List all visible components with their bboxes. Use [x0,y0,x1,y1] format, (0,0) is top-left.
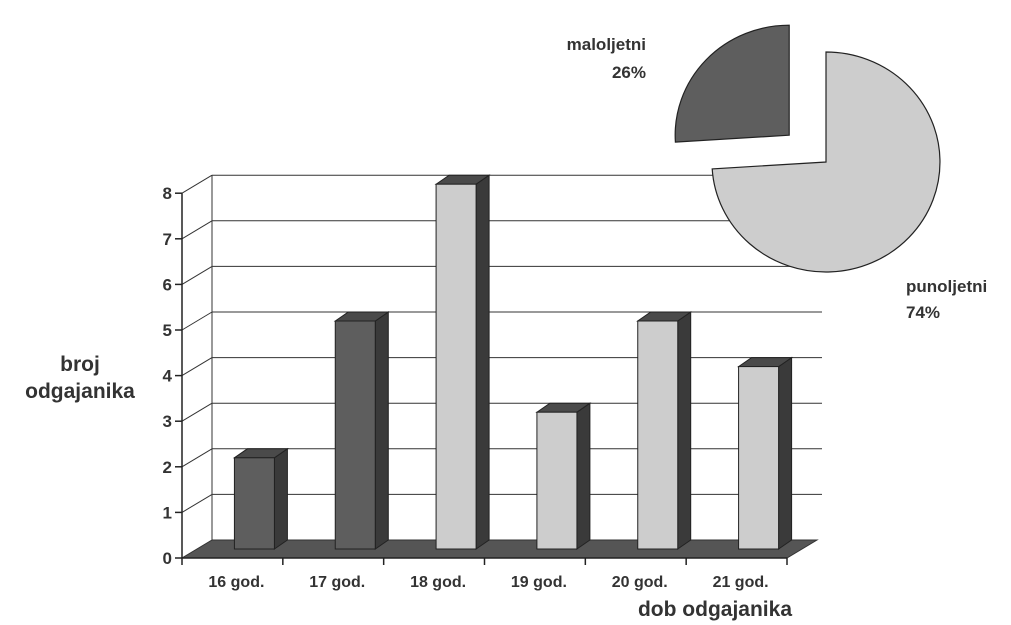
y-tick-label: 0 [163,549,172,568]
pie-label-punoljetni: punoljetni [906,277,987,296]
y-tick-label: 3 [163,412,172,431]
x-tick-label: 19 god. [511,574,567,591]
x-tick-label: 21 god. [713,574,769,591]
x-tick-label: 20 god. [612,574,668,591]
y-tick-label: 2 [163,458,172,477]
bar-side [677,311,692,550]
y-tick-label: 1 [163,503,172,522]
bar-front [637,320,679,550]
y-axis-title-line-1: broj [60,353,100,376]
bar-side [475,174,490,550]
bar-side [273,447,288,550]
y-axis-title-line-2: odgajanika [25,380,135,403]
y-tick-label: 5 [163,321,172,340]
bar [736,356,794,550]
x-tick-label: 18 god. [410,574,466,591]
bar [434,174,491,550]
x-axis-title: dob odgajanika [638,598,792,621]
bar [232,447,290,550]
side-wall-line [181,357,213,377]
y-tick-label: 7 [163,230,172,249]
bar-side [374,311,389,550]
pie-pct-maloljetni: 26% [612,63,646,82]
side-wall-line [181,265,213,285]
x-tick-label: 17 god. [309,574,365,591]
bar-front [536,411,578,550]
bar-side [778,356,793,550]
side-wall-line [181,493,213,513]
pie-slice-maloljetni [674,24,790,143]
pie-slice-punoljetni [711,51,941,273]
bar-side [576,402,591,550]
pie-label-maloljetni: maloljetni [567,35,646,54]
y-tick-label: 8 [163,184,172,203]
side-wall-line [181,311,213,331]
side-wall-line [181,448,213,468]
y-tick-label: 4 [163,367,173,386]
side-wall-line [181,402,213,422]
x-tick-label: 16 god. [208,574,264,591]
y-tick-label: 6 [163,275,172,294]
bar-chart: 0 1 2 3 4 5 6 7 8 16 god. 17 god. 18 god. 19 god. 20 … [163,174,822,591]
side-wall-line [181,220,213,240]
bar-front [334,320,376,550]
bar [333,311,390,550]
bar [636,311,693,550]
pie-pct-punoljetni: 74% [906,303,940,322]
bar-front [738,366,780,550]
pie-chart [674,24,941,273]
bar-front [435,183,477,550]
bar-front [233,457,275,550]
bar [535,402,592,550]
side-wall-line [181,174,213,194]
